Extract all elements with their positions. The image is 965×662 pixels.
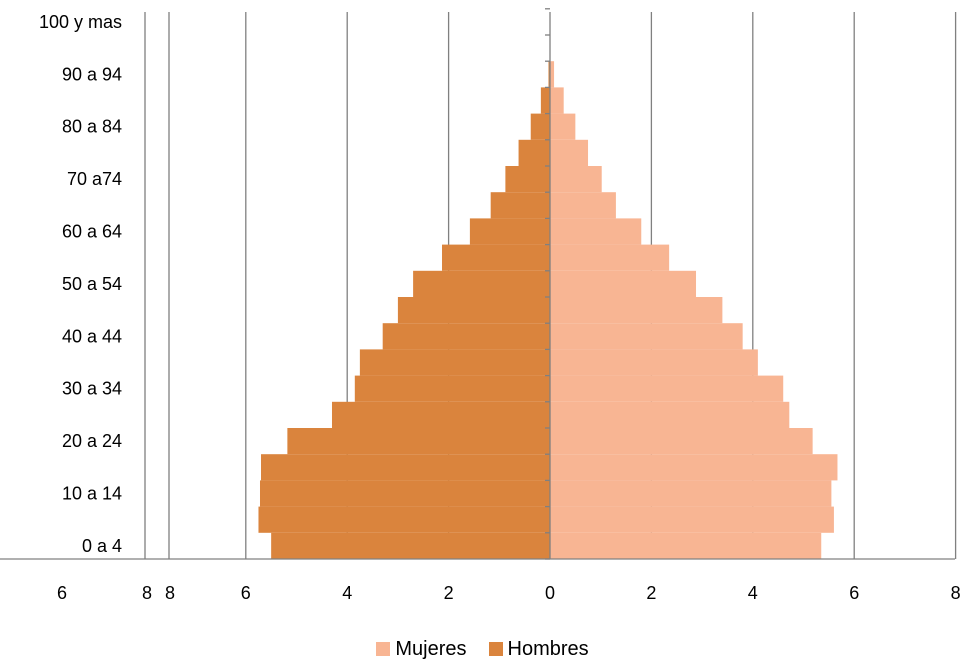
bar-hombres — [382, 323, 550, 350]
y-tick-label: 80 a 84 — [62, 117, 122, 137]
bar-mujeres — [550, 192, 616, 219]
x-tick-label: 4 — [748, 583, 758, 603]
bar-mujeres — [550, 61, 555, 88]
x-tick-label: 6 — [57, 583, 67, 603]
bar-hombres — [469, 218, 550, 245]
bar-mujeres — [550, 166, 602, 193]
bar-mujeres — [550, 87, 564, 114]
bar-mujeres — [550, 270, 697, 297]
legend: Mujeres Hombres — [0, 636, 965, 662]
y-tick-label: 0 a 4 — [82, 536, 122, 556]
bar-hombres — [354, 375, 550, 402]
bar-hombres — [505, 166, 550, 193]
y-tick-labels: 0 a 4 10 a 14 20 a 24 30 a 34 40 a 44 50 a 54… — [39, 12, 122, 556]
x-tick-label: 6 — [241, 583, 251, 603]
x-tick-label: 2 — [646, 583, 656, 603]
legend-swatch-mujeres — [376, 642, 391, 656]
y-tick-label: 100 y mas — [39, 12, 122, 32]
bar-mujeres — [550, 218, 642, 245]
bar-mujeres — [550, 375, 784, 402]
bar-mujeres — [550, 480, 832, 507]
y-tick-label: 50 a 54 — [62, 274, 122, 294]
x-tick-label: 8 — [165, 583, 175, 603]
bar-hombres — [261, 454, 550, 481]
bars — [258, 61, 838, 559]
bar-hombres — [331, 401, 550, 428]
bar-mujeres — [550, 244, 670, 271]
y-tick-label: 60 a 64 — [62, 222, 122, 242]
bar-hombres — [518, 139, 550, 166]
bar-hombres — [442, 244, 550, 271]
bar-mujeres — [550, 506, 834, 533]
bar-hombres — [530, 113, 550, 140]
bar-hombres — [287, 428, 550, 455]
bar-hombres — [397, 297, 550, 324]
legend-item-mujeres: Mujeres — [376, 637, 467, 661]
bar-mujeres — [550, 428, 813, 455]
bar-mujeres — [550, 349, 758, 376]
x-tick-label: 2 — [444, 583, 454, 603]
y-tick-label: 10 a 14 — [62, 484, 122, 504]
bar-hombres — [413, 270, 550, 297]
bar-hombres — [258, 506, 550, 533]
y-tick-label: 70 a74 — [67, 169, 122, 189]
bar-mujeres — [550, 401, 790, 428]
bar-hombres — [540, 87, 550, 114]
bar-hombres — [359, 349, 550, 376]
legend-item-hombres: Hombres — [488, 637, 589, 661]
bar-mujeres — [550, 297, 723, 324]
x-tick-label: 4 — [342, 583, 352, 603]
y-tick-label: 30 a 34 — [62, 379, 122, 399]
x-tick-label: 6 — [849, 583, 859, 603]
x-tick-label: 8 — [142, 583, 152, 603]
legend-label-mujeres: Mujeres — [395, 637, 467, 660]
x-tick-label: 0 — [545, 583, 555, 603]
bar-mujeres — [550, 113, 576, 140]
y-tick-label: 40 a 44 — [62, 326, 122, 346]
bar-hombres — [548, 61, 550, 88]
y-tick-label: 20 a 24 — [62, 431, 122, 451]
bar-mujeres — [550, 532, 822, 559]
y-tick-label: 90 a 94 — [62, 64, 122, 84]
legend-swatch-hombres — [488, 642, 503, 656]
bar-mujeres — [550, 139, 589, 166]
bar-hombres — [271, 532, 550, 559]
axes — [0, 8, 955, 560]
x-tick-label: 8 — [951, 583, 961, 603]
bar-mujeres — [550, 454, 838, 481]
population-pyramid-chart: 0 a 4 10 a 14 20 a 24 30 a 34 40 a 44 50 a 54… — [0, 8, 961, 603]
bar-hombres — [490, 192, 550, 219]
bar-hombres — [259, 480, 550, 507]
bar-mujeres — [550, 323, 743, 350]
legend-label-hombres: Hombres — [507, 637, 589, 660]
